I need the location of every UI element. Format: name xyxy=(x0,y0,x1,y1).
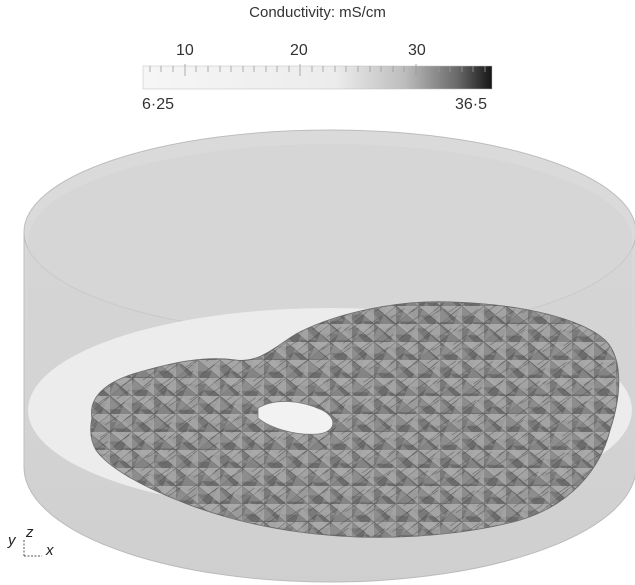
colorbar-tick-label: 30 xyxy=(408,42,426,59)
colorbar-tick-label: 20 xyxy=(290,42,308,59)
colorbar-title: Conductivity: mS/cm xyxy=(249,4,386,21)
axis-x-label: x xyxy=(46,542,54,559)
colorbar-min-label: 6·25 xyxy=(142,96,175,113)
colorbar-max-label: 36·5 xyxy=(455,96,488,113)
axis-y-label: y xyxy=(8,532,16,549)
axis-z-label: z xyxy=(26,524,34,541)
colorbar-tick-label: 10 xyxy=(176,42,194,59)
conductivity-inclusion xyxy=(90,301,620,538)
colorbar xyxy=(142,64,493,90)
axes-triad xyxy=(23,540,42,557)
